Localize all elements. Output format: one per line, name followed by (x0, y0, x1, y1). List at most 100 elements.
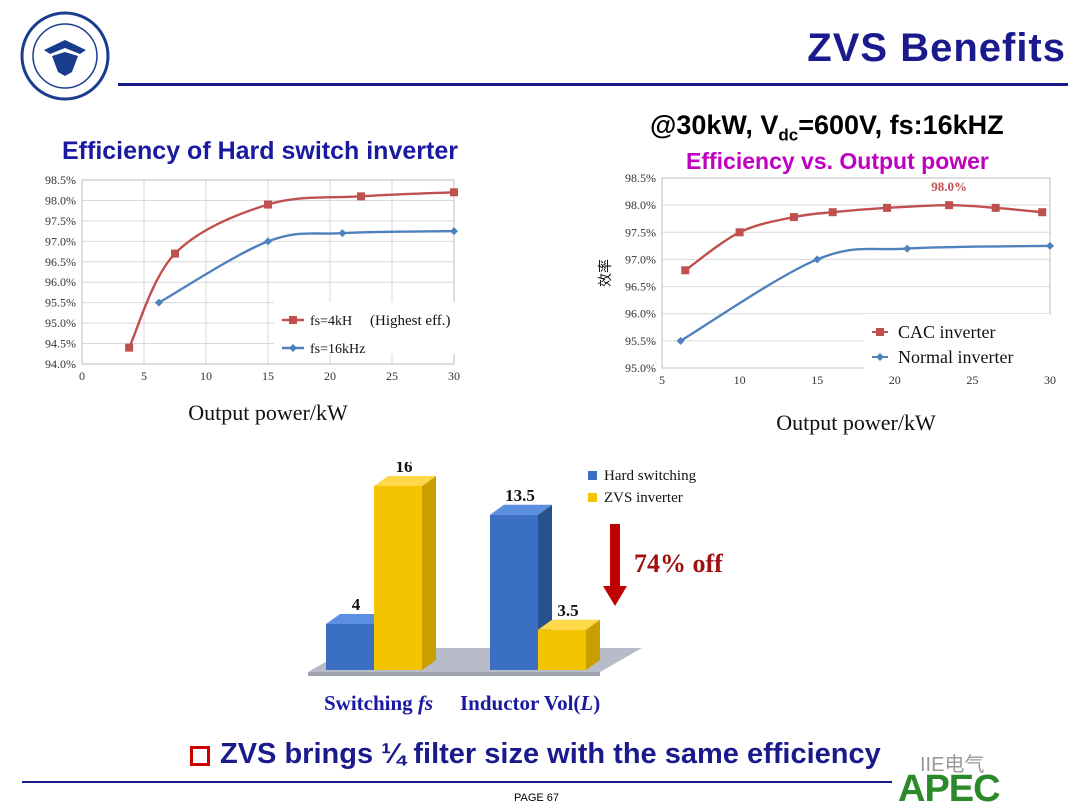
data-point (1038, 208, 1047, 217)
chart-floor-edge (308, 672, 600, 676)
watermark-text: IIE电气 (920, 754, 985, 776)
y-tick-label: 94.5% (45, 337, 76, 351)
data-point (357, 192, 365, 201)
page-title: ZVS Benefits (807, 26, 1066, 70)
y-tick-label: 95.0% (45, 316, 76, 330)
bar-value-label: 13.5 (505, 486, 535, 505)
data-point (735, 228, 744, 237)
x-tick-label: 30 (448, 369, 460, 383)
y-tick-label: 96.5% (625, 280, 656, 294)
y-tick-label: 98.5% (625, 171, 656, 185)
bar-hard-switching (490, 514, 538, 670)
university-logo (20, 11, 110, 101)
data-point (264, 200, 272, 209)
bar-side (422, 476, 436, 670)
series-line-1 (684, 203, 1043, 272)
x-tick-label: 5 (659, 373, 665, 387)
bar-value-label: 16 (396, 462, 413, 476)
data-point (813, 255, 822, 264)
y-tick-label: 96.5% (45, 255, 76, 269)
y-tick-label: 96.0% (45, 275, 76, 289)
x-tick-label: 25 (386, 369, 398, 383)
y-tick-label: 97.0% (625, 252, 656, 266)
data-point (681, 266, 690, 275)
bar-top (326, 614, 388, 624)
legend-marker (289, 316, 297, 324)
x-tick-label: 0 (79, 369, 85, 383)
y-tick-label: 98.0% (625, 198, 656, 212)
legend-box (274, 302, 474, 354)
y-tick-label: 95.5% (45, 296, 76, 310)
conclusion-text: ZVS brings ¼ filter size with the same e… (220, 738, 881, 770)
y-tick-label: 95.0% (625, 361, 656, 375)
data-point (1046, 241, 1054, 250)
x-tick-label: 15 (811, 373, 823, 387)
series-line-2 (680, 244, 1051, 342)
y-tick-label: 97.5% (625, 225, 656, 239)
chart1-title: Efficiency of Hard switch inverter (62, 137, 458, 165)
legend-label: fs=4kH (310, 314, 352, 329)
bar-value-label: 4 (352, 595, 361, 614)
legend-label: Hard switching (604, 468, 697, 484)
x-tick-label: 20 (324, 369, 336, 383)
y-tick-label: 97.0% (45, 234, 76, 248)
bar-zvs-inverter (374, 486, 422, 670)
chart1-hard-switch-efficiency: 94.0% 94.5% 95.0% 95.5% 96.0% 96.5% 97.0% 97.5%… (45, 173, 474, 425)
legend-swatch (588, 471, 597, 480)
chart2-efficiency-vs-power: 95.0% 95.5% 96.0% 96.5% 97.0% 97.5% 98.0% 98.5%… (597, 171, 1060, 435)
x-tick-label: 30 (1044, 373, 1056, 387)
bar-zvs-inverter (538, 629, 586, 670)
legend-label: ZVS inverter (604, 490, 683, 506)
data-point (450, 227, 458, 236)
title-divider (118, 83, 1068, 86)
apec-logo: APEC (898, 768, 1001, 810)
data-point (903, 244, 912, 253)
test-conditions: @30kW, Vdc=600V, fs:16kHZ (650, 110, 1004, 145)
x-tick-label: 5 (141, 369, 147, 383)
y-tick-label: 98.5% (45, 173, 76, 187)
y-tick-label: 96.0% (625, 307, 656, 321)
y-axis-label: 效率 (597, 259, 614, 287)
bar-value-label: 3.5 (557, 601, 578, 620)
series-line-2 (158, 229, 455, 304)
reduction-annotation: 74% off (634, 549, 723, 578)
y-tick-label: 94.0% (45, 357, 76, 371)
legend-swatch (588, 493, 597, 502)
data-point (676, 336, 685, 345)
data-point (125, 343, 134, 352)
x-axis-label: Output power/kW (188, 400, 348, 425)
bar-top (374, 476, 436, 486)
y-tick-label: 97.5% (45, 214, 76, 228)
y-tick-label: 95.5% (625, 334, 656, 348)
data-point (264, 237, 272, 246)
data-point (338, 229, 347, 238)
peak-annotation: 98.0% (931, 179, 967, 194)
legend-label: Normal inverter (898, 347, 1013, 367)
down-arrow-shaft (610, 524, 620, 588)
bar-top (490, 504, 552, 515)
x-tick-label: 10 (734, 373, 746, 387)
plot-frame (661, 177, 1051, 369)
x-tick-label: 20 (889, 373, 901, 387)
data-point (450, 188, 458, 197)
legend-box (864, 314, 1060, 370)
footer-divider (22, 781, 892, 783)
x-tick-label: 25 (966, 373, 978, 387)
page-number: PAGE 67 (514, 792, 560, 804)
bar-top (538, 619, 600, 630)
data-point (154, 298, 163, 307)
category-label: Inductor Vol(L) (460, 691, 600, 715)
chart3-zvs-comparison: 4 16 Switching fs 13.5 3.5 Inductor Vol(L) Har… (308, 462, 723, 715)
data-point (945, 201, 954, 210)
plot-frame (81, 179, 455, 365)
data-point (991, 203, 1000, 212)
data-point (883, 203, 892, 212)
legend-marker (289, 344, 297, 352)
x-tick-label: 10 (200, 369, 212, 383)
down-arrow-icon (603, 586, 627, 606)
legend-label: CAC inverter (898, 322, 995, 342)
data-point (171, 249, 179, 258)
bar-hard-switching (326, 624, 374, 670)
data-point (828, 208, 837, 217)
y-tick-label: 98.0% (45, 193, 76, 207)
